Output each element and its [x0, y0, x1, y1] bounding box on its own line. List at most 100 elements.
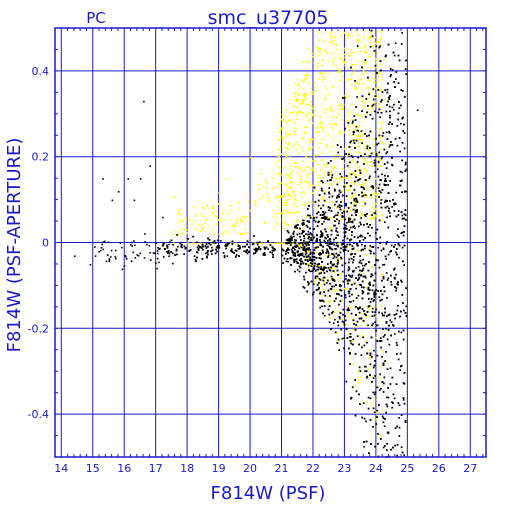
yellow-point — [314, 86, 316, 88]
yellow-point — [284, 136, 287, 138]
black-point — [390, 74, 392, 76]
black-point — [330, 275, 333, 278]
black-point — [389, 200, 391, 202]
yellow-point — [261, 195, 264, 198]
yellow-point — [295, 141, 297, 144]
yellow-point — [303, 74, 306, 76]
black-point — [353, 242, 355, 244]
black-point — [342, 157, 345, 160]
yellow-point — [321, 294, 323, 297]
black-point — [404, 420, 407, 422]
yellow-point — [332, 61, 334, 63]
yellow-point — [302, 93, 305, 96]
black-point — [374, 110, 376, 113]
black-point — [324, 211, 327, 214]
black-point — [362, 239, 365, 241]
black-point — [381, 381, 384, 383]
yellow-point — [361, 335, 364, 337]
yellow-point — [362, 129, 364, 132]
black-point — [402, 382, 405, 384]
yellow-point — [350, 251, 353, 253]
yellow-point — [331, 267, 334, 269]
yellow-point — [284, 142, 287, 145]
black-point — [341, 264, 344, 267]
yellow-point — [342, 159, 344, 161]
yellow-point — [286, 201, 288, 204]
yellow-point — [202, 208, 205, 210]
yellow-point — [314, 82, 316, 84]
black-point — [281, 254, 284, 257]
black-point — [305, 224, 308, 227]
yellow-point — [315, 278, 317, 280]
yellow-point — [282, 209, 285, 212]
black-point — [219, 240, 222, 242]
black-point — [290, 242, 293, 244]
black-point — [359, 307, 361, 309]
black-point — [334, 224, 336, 227]
black-point — [369, 397, 372, 400]
black-point — [367, 286, 370, 289]
yellow-point — [299, 102, 301, 105]
yellow-point — [375, 418, 378, 421]
yellow-point — [279, 171, 281, 174]
yellow-point — [246, 220, 249, 223]
yellow-point — [211, 206, 214, 209]
yellow-point — [331, 170, 333, 173]
yellow-point — [356, 293, 359, 296]
yellow-point — [325, 166, 327, 168]
yellow-point — [381, 349, 384, 352]
yellow-point — [258, 184, 260, 186]
black-point — [312, 293, 314, 296]
black-point — [311, 260, 313, 263]
yellow-point — [287, 211, 289, 214]
black-point — [322, 204, 325, 207]
yellow-point — [374, 315, 377, 317]
yellow-point — [378, 131, 380, 134]
black-point — [192, 235, 194, 238]
yellow-point — [323, 281, 325, 283]
yellow-point — [329, 173, 331, 176]
black-point — [364, 133, 366, 135]
yellow-point — [324, 71, 326, 73]
yellow-point — [304, 77, 307, 80]
yellow-point — [254, 202, 257, 205]
black-point — [310, 265, 313, 267]
yellow-point — [373, 306, 375, 309]
black-point — [333, 238, 335, 241]
black-point — [308, 241, 311, 243]
black-point — [403, 123, 405, 126]
yellow-point — [324, 301, 327, 303]
yellow-point — [212, 229, 214, 231]
yellow-point — [337, 310, 339, 312]
yellow-point — [287, 192, 290, 195]
black-point — [390, 321, 393, 323]
black-point — [387, 184, 389, 186]
yellow-point — [368, 92, 370, 94]
yellow-point — [324, 50, 326, 52]
yellow-point — [288, 156, 291, 159]
black-point — [317, 246, 319, 248]
black-point — [294, 249, 296, 251]
yellow-point — [345, 97, 348, 99]
yellow-point — [250, 156, 252, 159]
yellow-point — [377, 193, 379, 195]
black-point — [294, 226, 296, 229]
yellow-point — [340, 103, 342, 106]
yellow-point — [353, 203, 356, 206]
yellow-point — [350, 148, 353, 151]
yellow-point — [357, 126, 360, 129]
black-point — [349, 353, 351, 355]
black-point — [360, 130, 363, 132]
black-point — [356, 45, 359, 47]
yellow-point — [296, 78, 299, 81]
yellow-point — [373, 81, 375, 84]
yellow-point — [296, 127, 299, 130]
yellow-point — [311, 52, 313, 54]
yellow-point — [272, 209, 274, 211]
black-point — [395, 273, 397, 276]
yellow-point — [376, 53, 378, 55]
black-point — [301, 229, 304, 232]
black-point — [378, 266, 381, 269]
yellow-point — [211, 212, 214, 214]
black-point — [293, 235, 295, 238]
